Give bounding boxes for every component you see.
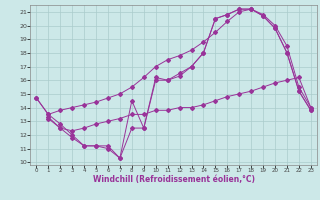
X-axis label: Windchill (Refroidissement éolien,°C): Windchill (Refroidissement éolien,°C) [92, 175, 255, 184]
